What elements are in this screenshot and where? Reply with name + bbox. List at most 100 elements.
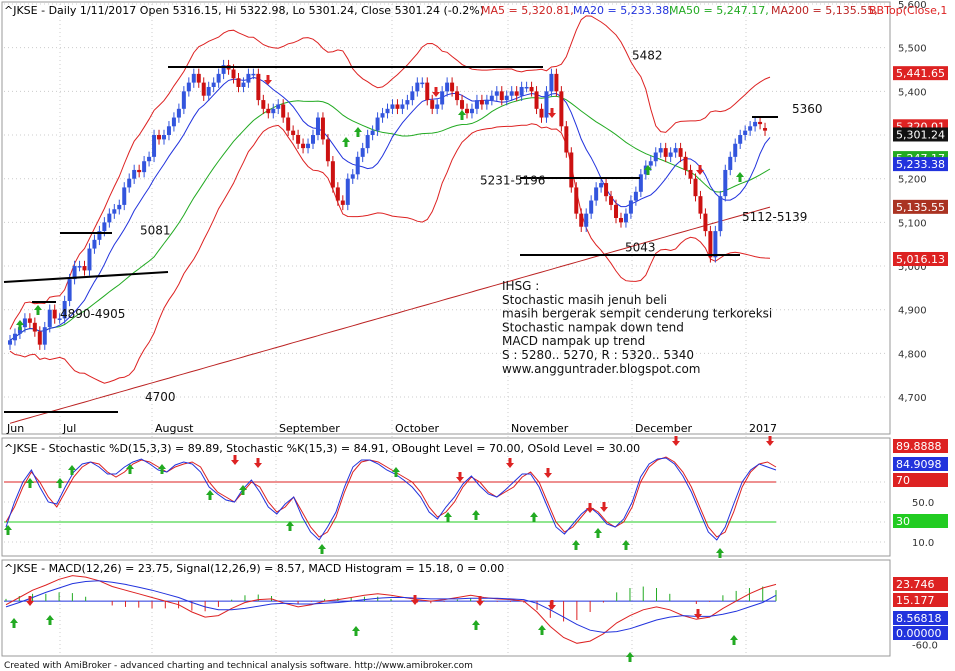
buy-signal-arrow (46, 615, 54, 625)
candle-body (678, 148, 683, 157)
candle-body (728, 156, 733, 170)
price-value-tag-text: 5,233.38 (896, 158, 945, 171)
candle-body (176, 108, 181, 118)
macd-panel (1, 559, 891, 657)
candle-body (479, 100, 484, 105)
price-annotation: 5482 (632, 49, 663, 63)
macd-value-tag-text: 8.56818 (896, 612, 942, 625)
candle-body (142, 161, 147, 173)
sell-signal-arrow (766, 436, 774, 446)
candle-body (633, 191, 638, 201)
candle-body (82, 266, 87, 271)
sell-signal-arrow (600, 502, 608, 512)
candle-body (658, 148, 663, 153)
price-tick-label: 5,000 (898, 262, 927, 273)
candle-body (415, 82, 420, 92)
price-annotation: 5081 (140, 224, 171, 238)
sell-signal-arrow (476, 596, 484, 606)
stoch-d-line (5, 456, 777, 538)
candle-body (693, 178, 698, 197)
candle-body (52, 309, 57, 319)
buy-signal-arrow (622, 540, 630, 550)
candle-body (723, 169, 728, 197)
buy-signal-arrow (472, 510, 480, 520)
candle-body (609, 196, 614, 205)
sell-signal-arrow (264, 75, 272, 85)
candle-body (435, 104, 440, 109)
candle-body (236, 78, 241, 87)
candle-body (668, 152, 673, 157)
stoch-value-tag (893, 439, 948, 453)
month-label: November (511, 422, 569, 435)
bollinger-upper-line (9, 15, 771, 330)
sell-signal-arrow (432, 87, 440, 97)
buy-signal-arrow (10, 618, 18, 628)
month-label: 2017 (749, 422, 777, 435)
price-annotation: 4700 (145, 390, 176, 404)
candle-body (161, 135, 166, 140)
stoch-value-tag-text: 89.8888 (896, 440, 942, 453)
header-ma200: MA200 = 5,135.55, (771, 4, 878, 17)
price-tick-label: 5,100 (898, 218, 927, 229)
candle-body (430, 100, 435, 109)
macd-header: ^JKSE - MACD(12,26) = 23.75, Signal(12,2… (4, 562, 504, 575)
buy-signal-arrow (530, 512, 538, 522)
candle-body (345, 178, 350, 205)
candle-body (266, 108, 271, 114)
stochastic-panel (1, 437, 891, 557)
candle-body (499, 91, 504, 101)
candle-body (97, 231, 102, 240)
candle-body (574, 187, 579, 214)
buy-signal-arrow (68, 465, 76, 475)
candle-body (335, 187, 340, 201)
candle-body (638, 174, 643, 192)
candle-body (365, 135, 370, 149)
candle-body (569, 152, 574, 188)
candle-body (355, 156, 360, 175)
stochastic-layer (4, 456, 777, 541)
candle-body (32, 322, 37, 332)
price-tick-label: 4,800 (898, 349, 927, 360)
candle-body (137, 169, 142, 173)
sell-signal-arrow (696, 165, 704, 175)
candle-body (698, 196, 703, 214)
buy-signal-arrow (206, 490, 214, 500)
stoch-k-line (5, 457, 777, 541)
candle-body (539, 108, 544, 118)
ma200-line (9, 206, 771, 424)
candle-body (455, 91, 460, 101)
candle-body (57, 318, 62, 320)
candle-body (748, 126, 753, 131)
candle-body (296, 135, 301, 144)
candle-body (469, 108, 474, 114)
sell-signal-arrow (548, 600, 556, 610)
month-label: December (635, 422, 693, 435)
candle-body (127, 178, 132, 188)
candle-body (306, 143, 311, 149)
candle-body (12, 333, 17, 341)
candle-body (211, 82, 216, 87)
candle-body (62, 300, 67, 319)
candle-body (196, 73, 201, 83)
candle-body (166, 126, 171, 136)
candle-body (579, 213, 584, 227)
buy-signal-arrow (644, 165, 652, 175)
price-tick-label: 5,600 (898, 0, 927, 11)
buy-signal-arrow (4, 525, 12, 535)
stoch-value-tag-text: 84.9098 (896, 458, 942, 471)
buy-signal-arrow (730, 635, 738, 645)
candle-body (246, 73, 251, 83)
buy-signal-arrow (626, 652, 634, 662)
macd-value-tag (893, 611, 948, 625)
candle-body (494, 91, 499, 96)
candle-body (251, 73, 256, 76)
buy-signal-arrow (126, 464, 134, 474)
candle-body (171, 117, 176, 127)
macd-value-tag (893, 577, 948, 591)
buy-signal-arrow (352, 626, 360, 636)
ma50-line (9, 95, 771, 341)
candle-body (286, 117, 291, 131)
price-value-tag-text: 5,441.65 (896, 67, 945, 80)
buy-signal-arrow (342, 137, 350, 147)
